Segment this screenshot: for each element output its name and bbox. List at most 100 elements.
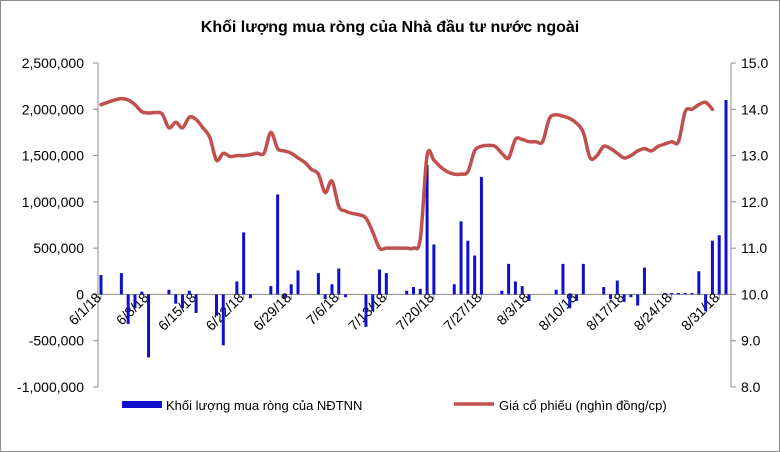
x-tick-label: 7/6/18	[303, 289, 342, 328]
volume-bar	[473, 255, 477, 295]
volume-bar	[527, 294, 531, 301]
volume-bar	[289, 284, 293, 295]
volume-bar	[330, 284, 334, 295]
volume-bar	[248, 294, 252, 299]
volume-bar	[676, 293, 680, 295]
x-tick-label: 8/17/18	[583, 289, 627, 333]
volume-bar	[704, 294, 708, 312]
volume-bar	[235, 281, 239, 295]
volume-bar	[629, 294, 633, 298]
volume-bar	[194, 294, 198, 313]
volume-bar	[133, 294, 137, 309]
legend: Khối lượng mua ròng của NĐTNN Giá cổ phi…	[122, 398, 667, 413]
volume-bar	[615, 280, 619, 295]
x-tick-label: 8/10/18	[535, 289, 579, 333]
legend-label-price: Giá cổ phiếu (nghìn đồng/cp)	[499, 398, 667, 413]
volume-bar	[717, 235, 721, 295]
volume-bar	[452, 284, 456, 295]
left-tick-label: 500,000	[33, 240, 84, 256]
left-tick-label: -500,000	[29, 333, 84, 349]
volume-bar	[371, 294, 375, 312]
volume-bar	[221, 294, 225, 346]
volume-bar	[412, 287, 415, 295]
volume-bar	[683, 293, 687, 295]
volume-bar	[269, 286, 273, 295]
volume-bar	[710, 240, 714, 295]
chart-title: Khối lượng mua ròng của Nhà đầu tư nước …	[201, 19, 579, 36]
volume-bar	[513, 281, 517, 295]
volume-bar	[642, 267, 646, 295]
right-tick-label: 11.0	[741, 240, 767, 256]
volume-bar	[364, 294, 368, 327]
right-tick-label: 14.0	[741, 101, 768, 117]
volume-bar	[119, 273, 123, 295]
right-tick-label: 9.0	[741, 333, 761, 349]
left-tick-label: -1,000,000	[17, 379, 84, 395]
line-series	[99, 96, 715, 252]
x-tick-label: 7/20/18	[393, 289, 437, 333]
volume-bar	[663, 293, 667, 295]
volume-bar	[405, 290, 409, 295]
volume-bar	[425, 164, 429, 295]
volume-bar	[181, 294, 185, 309]
volume-bar	[174, 294, 178, 304]
price-line	[99, 96, 715, 252]
volume-bar	[140, 291, 144, 295]
volume-bar	[167, 289, 171, 295]
volume-bar	[296, 270, 300, 295]
legend-swatch-volume	[122, 401, 162, 408]
x-tick-label: 7/27/18	[440, 289, 484, 333]
right-tick-label: 15.0	[741, 55, 768, 71]
volume-bar	[316, 273, 320, 295]
x-tick-label: 6/8/18	[113, 289, 152, 328]
left-tick-label: 1,500,000	[22, 148, 84, 164]
bar-series	[99, 100, 728, 358]
volume-bar	[459, 221, 463, 295]
volume-bar	[276, 194, 280, 295]
volume-bar	[568, 294, 572, 309]
volume-bar	[500, 290, 504, 295]
right-tick-label: 12.0	[741, 194, 768, 210]
x-tick-label: 8/31/18	[678, 289, 722, 333]
volume-bar	[690, 293, 694, 295]
volume-bar	[344, 294, 348, 298]
volume-bar	[479, 176, 483, 295]
volume-bar	[337, 268, 341, 295]
volume-bar	[99, 274, 103, 295]
left-tick-label: 0	[76, 286, 84, 302]
volume-bar	[378, 269, 382, 295]
volume-bar	[622, 294, 626, 302]
left-tick-label: 1,000,000	[22, 194, 84, 210]
left-tick-label: 2,000,000	[22, 101, 84, 117]
volume-bar	[602, 287, 606, 295]
right-tick-label: 13.0	[741, 148, 768, 164]
volume-bar	[670, 293, 674, 295]
right-tick-label: 10.0	[741, 286, 768, 302]
x-tick-label: 6/29/18	[250, 289, 294, 333]
volume-bar	[323, 294, 327, 300]
volume-bar	[554, 289, 558, 295]
volume-bar	[507, 263, 511, 295]
volume-bar	[242, 232, 246, 295]
volume-bar	[126, 294, 130, 325]
volume-bar	[187, 290, 191, 295]
right-tick-label: 8.0	[741, 379, 761, 395]
volume-bar	[432, 244, 436, 295]
volume-bar	[561, 263, 565, 295]
volume-bar	[384, 273, 388, 295]
volume-bar	[609, 294, 613, 300]
volume-bar	[581, 263, 585, 295]
x-tick-label: 8/3/18	[493, 289, 532, 328]
volume-bar	[418, 288, 422, 295]
volume-bar	[214, 294, 218, 316]
legend-label-volume: Khối lượng mua ròng của NĐTNN	[166, 398, 362, 413]
volume-bar	[147, 294, 151, 358]
volume-bar	[520, 286, 524, 295]
volume-bar	[466, 240, 470, 295]
volume-bar	[697, 271, 701, 295]
volume-bar	[575, 294, 579, 301]
volume-bar	[282, 294, 286, 299]
axes: -1,000,000 -500,000 0 500,000 1,000,000 1,500…	[17, 55, 768, 395]
